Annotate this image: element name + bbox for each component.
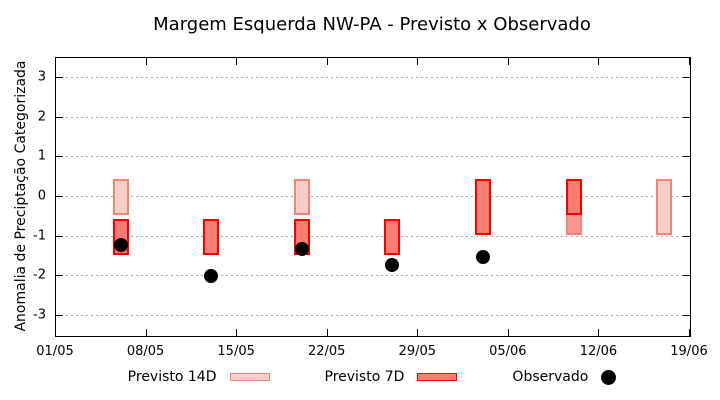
x-tick-mark (507, 58, 509, 65)
observado-dot (385, 257, 400, 272)
x-tick-mark (598, 329, 600, 336)
y-tick-label: 1 (37, 148, 46, 164)
x-tick-label: 12/06 (579, 344, 618, 359)
y-tick-mark (683, 76, 690, 78)
y-tick-label: -3 (33, 307, 46, 323)
y-tick-mark (56, 156, 63, 158)
legend: Previsto 14D Previsto 7D Observado (55, 368, 689, 386)
y-tick-mark (683, 315, 690, 317)
y-tick-label: 2 (37, 109, 46, 125)
x-tick-label: 08/05 (126, 344, 165, 359)
x-tick-label: 15/05 (217, 344, 255, 359)
x-tick-label: 01/05 (36, 344, 74, 359)
x-tick-mark (689, 58, 690, 65)
x-tick-mark (507, 329, 509, 336)
observado-dot (204, 269, 219, 284)
h-gridline (56, 116, 690, 118)
x-tick-mark (145, 329, 147, 336)
x-tick-label: 19/06 (670, 344, 708, 359)
observado-swatch-icon (601, 369, 617, 385)
observado-dot (294, 241, 309, 256)
legend-label-previsto-14d: Previsto 14D (127, 369, 217, 385)
y-tick-mark (56, 315, 63, 317)
previsto-7d-bar (474, 179, 491, 235)
y-tick-mark (683, 116, 690, 118)
legend-item-previsto-7d: Previsto 7D (325, 369, 458, 385)
plot-area (55, 57, 691, 337)
previsto-7d-bar (203, 218, 220, 255)
x-tick-label: 05/06 (489, 344, 527, 359)
x-tick-label: 22/05 (307, 344, 346, 359)
x-tick-mark (417, 58, 419, 65)
y-tick-mark (683, 275, 690, 277)
x-tick-mark (598, 58, 600, 65)
previsto-14d-bar (112, 179, 129, 215)
y-tick-mark (683, 156, 690, 158)
legend-label-observado: Observado (512, 369, 589, 385)
y-tick-label: 3 (37, 69, 46, 85)
y-tick-label: -2 (33, 267, 46, 283)
y-tick-label: 0 (37, 188, 46, 204)
y-tick-mark (683, 196, 690, 197)
h-gridline (56, 235, 690, 237)
h-gridline (56, 196, 690, 197)
legend-item-previsto-14d: Previsto 14D (128, 369, 270, 385)
y-tick-mark (56, 116, 63, 118)
x-tick-mark (326, 58, 328, 65)
y-tick-label: -1 (33, 228, 46, 244)
previsto-7d-bar (384, 218, 401, 255)
h-gridline (56, 275, 690, 277)
previsto-14d-swatch-icon (229, 373, 270, 381)
previsto-14d-bar (656, 179, 673, 235)
x-tick-mark (236, 58, 238, 65)
h-gridline (56, 156, 690, 158)
h-gridline (56, 76, 690, 78)
observado-dot (113, 237, 128, 252)
y-tick-mark (56, 235, 63, 237)
x-tick-mark (326, 329, 328, 336)
chart-title: Margem Esquerda NW-PA - Previsto x Obser… (153, 14, 591, 35)
y-tick-mark (683, 235, 690, 237)
y-tick-mark (56, 275, 63, 277)
x-tick-mark (417, 329, 419, 336)
x-tick-mark (236, 329, 238, 336)
legend-item-observado: Observado (512, 369, 617, 385)
x-tick-mark (689, 329, 690, 336)
h-gridline (56, 315, 690, 317)
legend-label-previsto-7d: Previsto 7D (324, 369, 405, 385)
previsto-7d-bar (565, 179, 582, 215)
observado-dot (475, 249, 490, 264)
y-tick-mark (56, 196, 63, 197)
x-tick-mark (55, 58, 56, 65)
y-tick-mark (56, 76, 63, 78)
previsto-7d-swatch-icon (417, 373, 458, 381)
previsto-14d-bar (293, 179, 310, 215)
x-tick-mark (145, 58, 147, 65)
x-tick-mark (55, 329, 56, 336)
x-tick-label: 29/05 (398, 344, 437, 359)
